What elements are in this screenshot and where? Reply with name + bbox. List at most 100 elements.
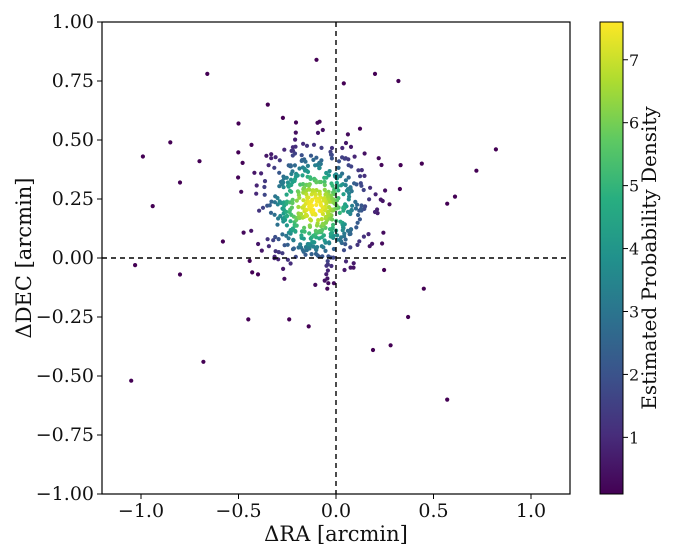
data-point [301,236,306,241]
data-point [304,212,309,217]
data-point [359,203,364,208]
data-point [322,175,327,180]
data-point [247,258,252,263]
data-point [318,161,323,167]
data-point [323,248,328,253]
data-point [322,187,327,192]
data-point [275,195,280,201]
data-point [317,208,322,213]
data-point [300,173,305,178]
data-point [329,196,334,201]
data-point [265,102,270,107]
data-point [335,233,340,238]
data-point [257,208,262,213]
data-point [336,165,341,170]
data-point [325,268,330,273]
data-point [326,240,332,245]
data-point [280,232,285,237]
data-point [313,163,318,168]
data-point [287,317,292,322]
data-point [357,126,363,131]
data-point [262,179,268,184]
data-point [315,245,320,250]
data-point [282,276,287,281]
data-point [280,115,285,120]
data-point [387,202,392,207]
data-point [150,204,155,209]
data-point [276,237,281,242]
data-point [264,153,269,158]
data-point [348,265,353,270]
data-point [348,144,354,149]
data-point [382,267,387,273]
data-point [282,147,287,152]
data-point [341,81,346,86]
data-point [278,213,283,219]
data-point [177,180,183,185]
data-point [292,163,297,168]
data-point [299,211,304,217]
data-point [334,198,339,203]
data-point [336,159,342,164]
data-point [291,237,296,242]
data-point [373,192,378,197]
data-point [220,239,225,244]
data-point [314,155,319,160]
data-point [295,173,300,178]
data-point [299,153,304,158]
data-point [293,137,298,142]
data-point [281,185,286,190]
data-point [344,188,349,193]
data-point [269,199,274,204]
data-point [297,195,302,200]
x-axis-label: ΔRA [arcmin] [264,522,408,546]
data-point [419,161,424,166]
data-point [307,231,312,236]
data-point [305,163,310,168]
data-point [342,231,347,236]
data-point [325,276,330,281]
data-point [341,192,346,197]
data-point [357,239,362,244]
data-point [331,246,336,252]
data-point [273,249,278,254]
data-point [275,202,280,207]
data-point [324,201,329,206]
data-point [276,250,281,255]
data-point [254,183,259,188]
data-point [271,238,276,243]
data-point [315,130,321,135]
data-point [284,233,289,238]
data-point [306,183,312,188]
data-point [302,229,307,234]
x-tick-label: −0.5 [215,500,261,522]
data-point [305,169,311,174]
data-point [282,243,287,248]
data-point [345,209,351,214]
data-point [297,166,302,171]
data-point [316,218,321,223]
data-point [368,185,373,190]
data-point [336,188,341,193]
data-point [380,241,385,246]
data-point [296,204,301,210]
data-point [396,78,401,84]
data-point [320,127,325,133]
data-point [307,187,312,192]
data-point [346,163,351,168]
data-point [319,244,324,249]
data-point [246,317,251,322]
data-point [340,155,345,160]
data-point [250,270,255,275]
data-point [262,184,267,190]
data-point [300,182,306,187]
data-point [320,221,325,226]
data-point [321,198,326,203]
data-point [343,259,349,264]
data-point [318,203,324,208]
data-point [294,198,299,203]
data-point [367,244,372,249]
data-point [325,262,330,267]
data-point [329,145,335,151]
data-point [277,184,282,189]
